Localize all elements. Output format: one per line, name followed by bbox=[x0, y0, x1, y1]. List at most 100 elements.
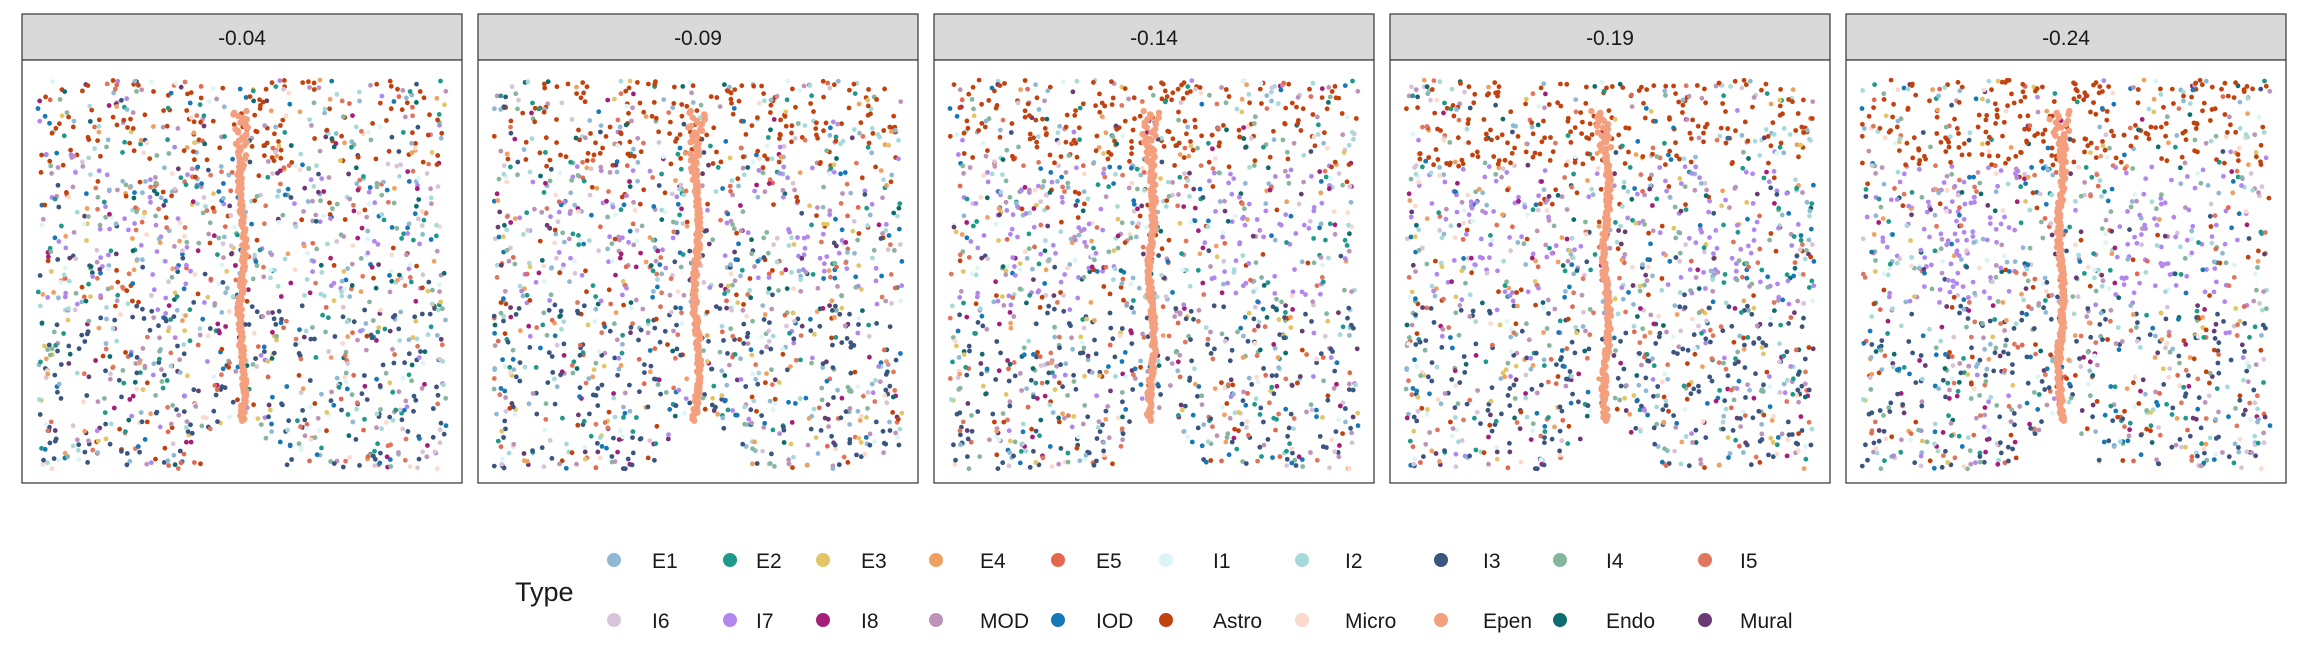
cell-point bbox=[265, 174, 271, 180]
cell-point bbox=[183, 182, 189, 188]
cell-point bbox=[67, 351, 73, 357]
cell-point bbox=[325, 241, 330, 247]
cell-point bbox=[784, 323, 789, 329]
cell-point bbox=[563, 465, 569, 471]
cell-point bbox=[331, 280, 337, 286]
cell-point bbox=[406, 221, 412, 227]
cell-point bbox=[582, 99, 588, 105]
cell-point bbox=[633, 297, 639, 303]
cell-point bbox=[379, 426, 384, 432]
cell-point bbox=[96, 124, 102, 129]
cell-point bbox=[120, 178, 126, 184]
cell-point bbox=[1254, 374, 1260, 380]
cell-point bbox=[1063, 170, 1069, 175]
cell-point bbox=[1173, 349, 1179, 355]
cell-point bbox=[326, 349, 332, 354]
cell-point bbox=[821, 221, 826, 227]
cell-point bbox=[834, 156, 839, 161]
cell-point bbox=[1224, 127, 1229, 133]
cell-point bbox=[1186, 153, 1192, 159]
cell-point bbox=[235, 397, 240, 403]
cell-point bbox=[611, 391, 616, 396]
cell-point bbox=[1340, 182, 1345, 188]
cell-point bbox=[201, 195, 207, 200]
cell-point bbox=[1287, 441, 1292, 447]
cell-point bbox=[1273, 174, 1278, 179]
cell-point bbox=[1068, 236, 1074, 242]
cell-point bbox=[184, 145, 190, 150]
cell-point bbox=[1094, 393, 1099, 399]
cell-point bbox=[505, 339, 511, 345]
cell-point bbox=[731, 106, 737, 111]
cell-point bbox=[407, 275, 413, 280]
cell-point bbox=[317, 219, 323, 225]
cell-point bbox=[168, 90, 174, 96]
cell-point bbox=[1007, 361, 1013, 367]
cell-point bbox=[831, 82, 837, 88]
cell-point bbox=[52, 235, 58, 241]
cell-point bbox=[584, 84, 590, 90]
cell-point bbox=[545, 380, 551, 385]
cell-point bbox=[95, 399, 101, 405]
cell-point bbox=[532, 105, 538, 111]
cell-point bbox=[1139, 203, 1145, 209]
cell-point bbox=[788, 441, 794, 447]
cell-point bbox=[327, 200, 332, 206]
cell-point bbox=[139, 219, 145, 225]
cell-point bbox=[961, 130, 967, 136]
cell-point bbox=[382, 326, 388, 332]
cell-point bbox=[1185, 84, 1191, 89]
cell-point bbox=[1006, 463, 1012, 469]
cell-point bbox=[1007, 194, 1013, 200]
cell-point bbox=[590, 283, 596, 288]
cell-point bbox=[788, 364, 793, 369]
cell-point bbox=[739, 267, 745, 273]
cell-point bbox=[719, 393, 725, 398]
cell-point bbox=[144, 419, 150, 425]
cell-point bbox=[537, 238, 543, 244]
cell-point bbox=[57, 121, 62, 127]
cell-point bbox=[378, 307, 383, 313]
cell-point bbox=[159, 367, 164, 372]
cell-point bbox=[893, 430, 898, 436]
cell-point bbox=[310, 269, 315, 274]
cell-point bbox=[142, 363, 148, 369]
cell-point bbox=[782, 114, 788, 119]
cell-point bbox=[554, 384, 560, 390]
cell-point bbox=[970, 155, 976, 160]
cell-point bbox=[519, 288, 524, 294]
cell-point bbox=[1310, 80, 1316, 86]
cell-point bbox=[792, 135, 798, 141]
cell-point bbox=[631, 146, 636, 152]
cell-point bbox=[777, 170, 782, 176]
cell-point bbox=[881, 440, 887, 446]
cell-point bbox=[852, 91, 858, 96]
cell-point bbox=[822, 415, 828, 421]
cell-point bbox=[1063, 361, 1069, 367]
cell-point bbox=[1175, 359, 1181, 365]
cell-point bbox=[682, 151, 688, 156]
cell-point bbox=[170, 266, 176, 272]
cell-point bbox=[142, 112, 148, 118]
cell-point bbox=[572, 202, 578, 208]
cell-point bbox=[748, 347, 754, 353]
cell-point bbox=[324, 410, 330, 415]
cell-point bbox=[1241, 136, 1247, 142]
cell-point bbox=[114, 338, 120, 344]
cell-point bbox=[1185, 434, 1190, 440]
cell-point bbox=[1008, 231, 1013, 237]
cell-point bbox=[1119, 103, 1125, 108]
cell-point bbox=[1040, 455, 1046, 461]
cell-point bbox=[980, 140, 986, 146]
cell-point bbox=[103, 341, 109, 346]
cell-point bbox=[1097, 373, 1102, 379]
cell-point bbox=[286, 90, 292, 96]
cell-point bbox=[953, 457, 958, 463]
cell-point bbox=[863, 435, 869, 440]
cell-point bbox=[360, 273, 366, 279]
cell-point bbox=[308, 437, 314, 442]
cell-point bbox=[853, 274, 859, 280]
cell-point bbox=[1077, 105, 1083, 111]
cell-point bbox=[517, 283, 523, 289]
cell-point bbox=[121, 380, 127, 386]
